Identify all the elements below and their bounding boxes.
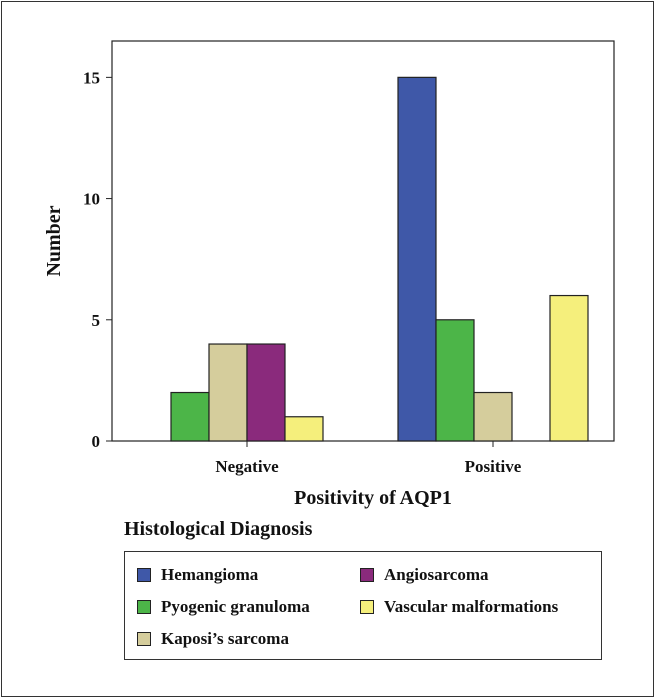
legend-item-pyogenic-granuloma: Pyogenic granuloma — [137, 597, 310, 617]
legend-label: Angiosarcoma — [384, 565, 489, 584]
bar-kaposi-s-sarcoma-negative — [208, 343, 248, 442]
bar-vascular-malformations-negative — [284, 416, 324, 442]
bar-angiosarcoma-negative — [246, 343, 286, 442]
legend-item-kaposi-s-sarcoma: Kaposi’s sarcoma — [137, 629, 289, 649]
legend: Hemangioma Pyogenic granuloma Kaposi’s sar… — [124, 551, 602, 660]
x-tick-label-positive: Positive — [465, 457, 522, 476]
legend-swatch — [360, 568, 374, 582]
legend-item-angiosarcoma: Angiosarcoma — [360, 565, 489, 585]
bar-hemangioma-positive — [397, 76, 437, 442]
legend-swatch — [137, 632, 151, 646]
legend-swatch — [137, 600, 151, 614]
legend-swatch — [360, 600, 374, 614]
y-tick-label: 0 — [92, 432, 101, 451]
legend-title: Histological Diagnosis — [124, 518, 313, 540]
legend-swatch — [137, 568, 151, 582]
legend-label: Kaposi’s sarcoma — [161, 629, 289, 648]
legend-label: Pyogenic granuloma — [161, 597, 310, 616]
y-axis-label: Number — [43, 205, 65, 276]
x-axis-label: Positivity of AQP1 — [294, 487, 452, 509]
bar-pyogenic-granuloma-negative — [170, 391, 210, 442]
y-tick-label: 5 — [92, 311, 101, 330]
legend-item-hemangioma: Hemangioma — [137, 565, 258, 585]
bar-vascular-malformations-positive — [549, 294, 589, 442]
bar-pyogenic-granuloma-positive — [435, 319, 475, 442]
plot-area — [111, 40, 615, 442]
legend-label: Vascular malformations — [384, 597, 559, 616]
y-tick-label: 15 — [83, 68, 100, 87]
legend-label: Hemangioma — [161, 565, 259, 584]
y-tick-label: 10 — [83, 190, 100, 209]
x-tick-label-negative: Negative — [215, 457, 279, 476]
legend-item-vascular-malformations: Vascular malformations — [360, 597, 558, 617]
bar-kaposi-s-sarcoma-positive — [473, 391, 513, 442]
bar-chart: 0 5 10 15 Negative Positive Number Positivity… — [43, 40, 615, 509]
